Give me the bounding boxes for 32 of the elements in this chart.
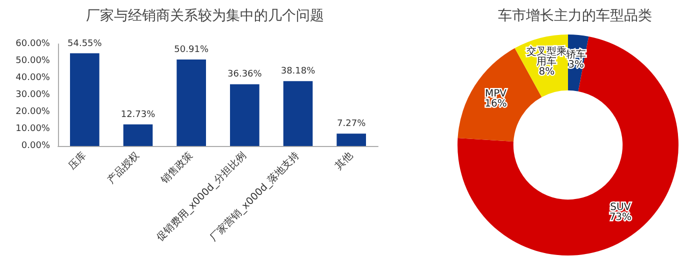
chart-title: 厂家与经销商关系较为集中的几个问题 — [86, 8, 324, 24]
x-tick-label: 其他 — [332, 149, 356, 172]
data-label: 3% — [568, 59, 584, 70]
bar — [336, 134, 366, 146]
bar — [123, 124, 153, 146]
bar — [283, 81, 313, 146]
bar — [70, 53, 100, 146]
data-label: 50.91% — [174, 44, 209, 55]
slice-label: MPV — [485, 88, 507, 100]
x-tick-label: 销售政策 — [158, 149, 196, 187]
bar — [176, 59, 206, 146]
data-label: 54.55% — [68, 38, 102, 49]
y-tick-label: 20.00% — [16, 107, 50, 117]
data-label: 16% — [484, 98, 507, 110]
bar — [230, 84, 260, 146]
data-label: 8% — [538, 66, 555, 78]
data-label: 12.73% — [120, 110, 156, 120]
y-tick-label: 40.00% — [16, 73, 50, 83]
y-tick-label: 50.00% — [16, 56, 50, 66]
chart-title: 车市增长主力的车型品类 — [498, 8, 652, 24]
y-tick-label: 0.00% — [21, 141, 50, 151]
data-label: 73% — [609, 212, 632, 224]
y-tick-label: 10.00% — [16, 124, 50, 134]
data-label: 7.27% — [337, 119, 366, 130]
data-label: 36.36% — [228, 70, 262, 80]
y-tick-label: 60.00% — [16, 39, 50, 49]
x-tick-label: 产品授权 — [105, 149, 142, 186]
data-label: 38.18% — [280, 66, 316, 77]
slice-label: 交叉型乘用车 — [526, 46, 567, 68]
slice-label: SUV — [610, 202, 631, 214]
y-tick-label: 30.00% — [16, 90, 50, 100]
x-tick-label: 压库 — [66, 149, 89, 172]
